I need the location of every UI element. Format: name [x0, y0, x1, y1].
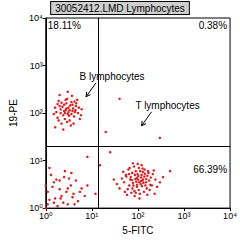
svg-text:66.39%: 66.39%	[193, 164, 227, 175]
svg-text:10²: 10²	[30, 108, 43, 118]
svg-text:5-FITC: 5-FITC	[122, 225, 153, 236]
svg-text:10²: 10²	[131, 211, 144, 221]
svg-text:0.38%: 0.38%	[199, 20, 227, 31]
svg-text:T lymphocytes: T lymphocytes	[135, 100, 199, 111]
svg-text:10⁴: 10⁴	[223, 211, 237, 221]
svg-text:10¹: 10¹	[85, 211, 98, 221]
svg-text:18.11%: 18.11%	[48, 20, 81, 31]
svg-text:19-PE: 19-PE	[8, 99, 19, 127]
svg-text:10⁴: 10⁴	[29, 13, 43, 23]
svg-text:10³: 10³	[30, 61, 43, 71]
svg-text:10¹: 10¹	[30, 156, 43, 166]
svg-text:10³: 10³	[177, 211, 190, 221]
svg-text:B lymphocytes: B lymphocytes	[80, 71, 145, 82]
svg-text:10⁰: 10⁰	[39, 211, 53, 221]
svg-text:30052412.LMD Lymphocytes: 30052412.LMD Lymphocytes	[55, 3, 185, 14]
svg-text:10⁰: 10⁰	[29, 203, 43, 214]
